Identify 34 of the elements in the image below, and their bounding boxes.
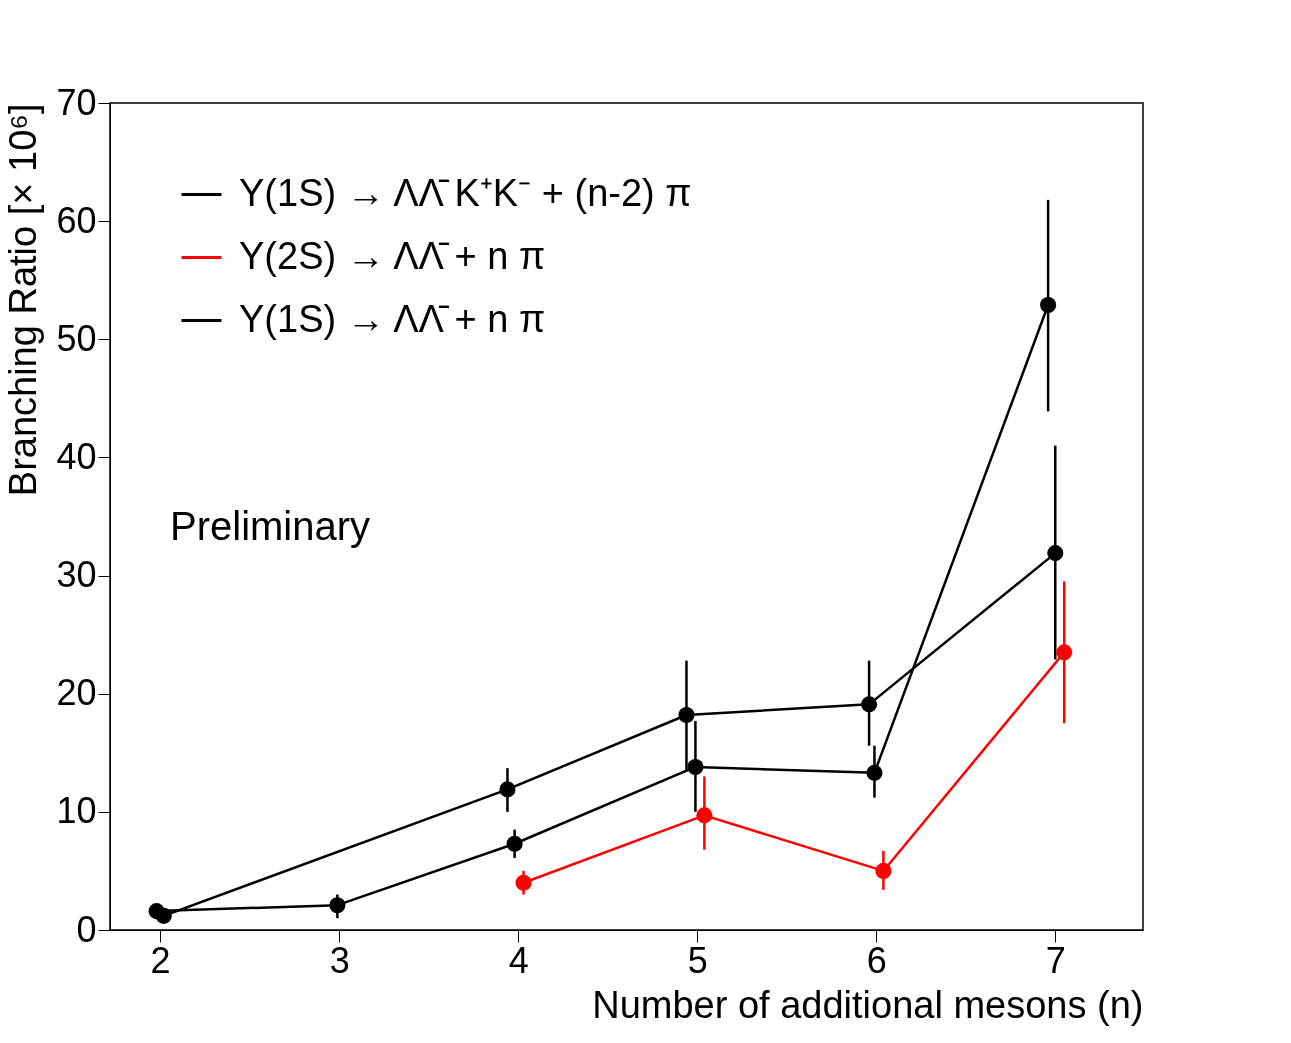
legend-label: Υ(2S) → ΛΛ̄ + n π: [239, 234, 546, 277]
point: [329, 897, 346, 914]
y-tick-label: 40: [56, 435, 97, 477]
y-tick-label: 10: [56, 790, 97, 832]
x-axis-title: Number of additional mesons (n): [592, 983, 1144, 1026]
x-tick-label: 7: [1045, 939, 1066, 981]
x-tick-label: 4: [508, 939, 529, 981]
point: [861, 696, 878, 713]
point: [155, 907, 172, 924]
point: [1056, 644, 1073, 661]
x-tick-label: 3: [329, 939, 350, 981]
point: [506, 835, 523, 852]
point: [687, 758, 704, 776]
y-tick-label: 30: [56, 554, 97, 596]
legend-label: Υ(1S) → ΛΛ̄ + n π: [239, 297, 546, 340]
legend-label: Υ(1S) → ΛΛ̄ K⁺K⁻ + (n-2) π: [239, 171, 692, 214]
point: [696, 807, 713, 824]
y-axis-title: Branching Ratio [× 10⁶]: [2, 103, 45, 497]
point: [678, 706, 695, 724]
annotation: Preliminary: [170, 504, 371, 548]
point: [875, 862, 892, 879]
x-tick-label: 6: [866, 939, 887, 981]
x-tick-label: 5: [687, 939, 708, 981]
point: [866, 764, 883, 781]
y-tick-label: 20: [56, 672, 97, 714]
x-tick-label: 2: [150, 939, 171, 981]
point: [499, 781, 516, 798]
point: [515, 874, 532, 891]
point: [1040, 296, 1057, 314]
y-tick-label: 60: [56, 199, 97, 241]
y-tick-label: 50: [56, 317, 97, 359]
y-tick-label: 0: [76, 908, 97, 950]
y-tick-label: 70: [56, 81, 97, 123]
point: [1047, 545, 1064, 562]
